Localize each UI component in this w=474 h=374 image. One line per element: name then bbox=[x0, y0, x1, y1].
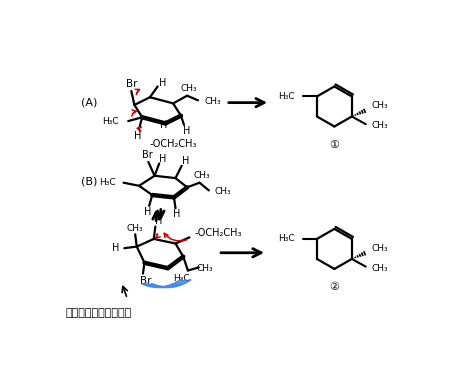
Text: H₃C: H₃C bbox=[102, 117, 119, 126]
FancyArrowPatch shape bbox=[164, 233, 187, 241]
Text: H₃C: H₃C bbox=[173, 274, 190, 283]
Text: H: H bbox=[112, 243, 120, 253]
Text: CH₃: CH₃ bbox=[372, 101, 389, 110]
Text: (A): (A) bbox=[81, 98, 97, 108]
Text: ①: ① bbox=[329, 140, 339, 150]
FancyArrowPatch shape bbox=[137, 127, 142, 132]
Text: H: H bbox=[155, 216, 162, 226]
Text: CH₃: CH₃ bbox=[204, 97, 221, 106]
Text: CH₃: CH₃ bbox=[214, 187, 231, 196]
Text: H: H bbox=[144, 207, 151, 217]
Text: ジアキシアル相互作用: ジアキシアル相互作用 bbox=[65, 308, 132, 318]
Text: H₃C: H₃C bbox=[279, 92, 295, 101]
Text: CH₃: CH₃ bbox=[372, 121, 389, 130]
Text: CH₃: CH₃ bbox=[181, 83, 197, 92]
Text: CH₃: CH₃ bbox=[193, 171, 210, 180]
FancyArrowPatch shape bbox=[152, 280, 190, 287]
Text: H: H bbox=[173, 209, 181, 219]
Text: H: H bbox=[134, 131, 141, 141]
Text: -OCH₂CH₃: -OCH₂CH₃ bbox=[194, 228, 242, 238]
FancyArrowPatch shape bbox=[147, 280, 186, 287]
Text: H: H bbox=[159, 154, 166, 164]
Text: Br: Br bbox=[126, 79, 137, 89]
Text: -OCH₂CH₃: -OCH₂CH₃ bbox=[150, 139, 198, 149]
Text: CH₃: CH₃ bbox=[127, 224, 144, 233]
Text: H₃C: H₃C bbox=[279, 234, 295, 243]
FancyArrowPatch shape bbox=[132, 110, 136, 116]
Text: H: H bbox=[183, 126, 191, 136]
Text: (B): (B) bbox=[81, 177, 97, 187]
Text: H: H bbox=[160, 120, 168, 130]
Text: ②: ② bbox=[329, 282, 339, 292]
Text: H: H bbox=[182, 156, 189, 166]
Text: CH₃: CH₃ bbox=[372, 264, 389, 273]
FancyArrowPatch shape bbox=[142, 280, 181, 287]
Text: H₃C: H₃C bbox=[99, 178, 116, 187]
Text: Br: Br bbox=[142, 150, 153, 160]
Text: CH₃: CH₃ bbox=[197, 264, 213, 273]
FancyArrowPatch shape bbox=[135, 89, 139, 95]
Text: H: H bbox=[159, 79, 166, 88]
Text: Br: Br bbox=[140, 276, 152, 286]
Text: CH₃: CH₃ bbox=[372, 243, 389, 253]
FancyArrowPatch shape bbox=[156, 234, 160, 238]
